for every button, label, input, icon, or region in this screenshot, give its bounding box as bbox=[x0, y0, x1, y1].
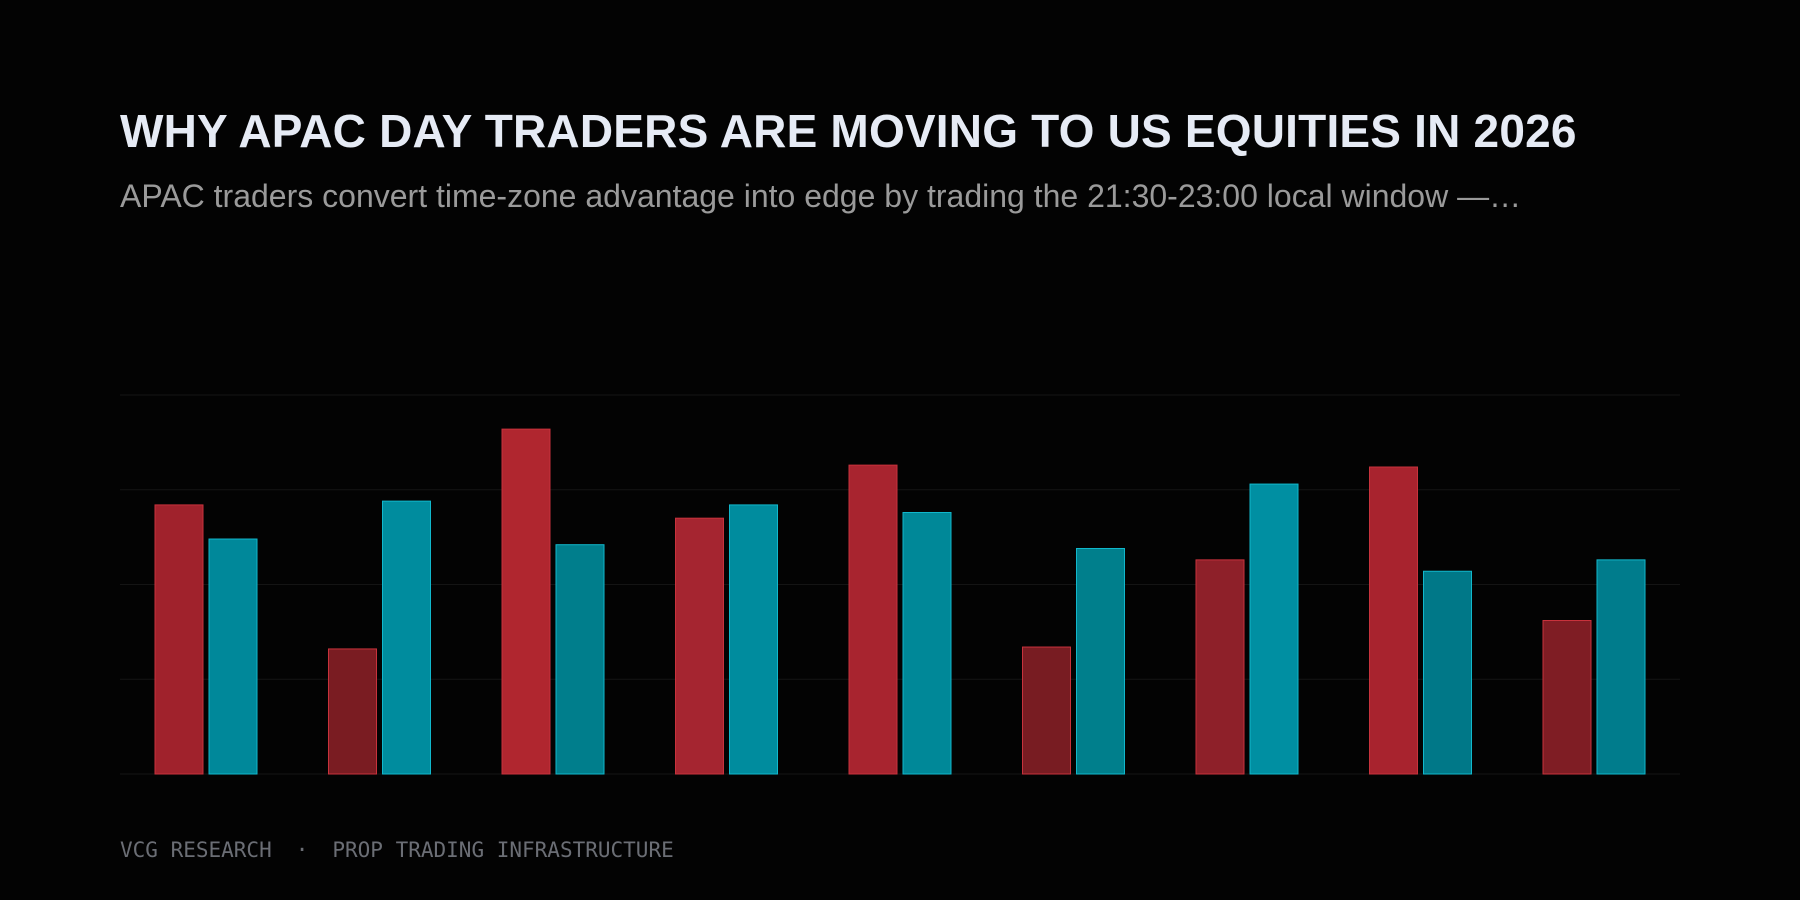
bar-series-1-group-6 bbox=[1022, 646, 1071, 775]
bar-series-1-group-8 bbox=[1369, 466, 1418, 775]
footer-brand: VCG RESEARCH bbox=[120, 838, 272, 862]
bar-series-1-group-4 bbox=[675, 517, 724, 775]
bar-series-1-group-3 bbox=[501, 428, 551, 775]
bar-series-2-group-6 bbox=[1076, 547, 1125, 775]
bar-series-2-group-8 bbox=[1423, 570, 1472, 775]
footer-tagline: PROP TRADING INFRASTRUCTURE bbox=[332, 838, 674, 862]
bar-series-2-group-1 bbox=[208, 538, 258, 775]
footer: VCG RESEARCH · PROP TRADING INFRASTRUCTURE bbox=[120, 838, 674, 862]
bar-series-2-group-5 bbox=[902, 511, 952, 775]
bar-series-1-group-5 bbox=[848, 464, 898, 775]
bar-series-1-group-9 bbox=[1542, 620, 1592, 775]
bar-series-2-group-4 bbox=[729, 504, 778, 775]
chart-title: WHY APAC DAY TRADERS ARE MOVING TO US EQ… bbox=[120, 105, 1577, 157]
bar-series-1-group-2 bbox=[328, 648, 377, 775]
chart-subtitle: APAC traders convert time-zone advantage… bbox=[120, 178, 1522, 214]
bar-series-2-group-9 bbox=[1596, 559, 1646, 775]
footer-separator: · bbox=[295, 838, 309, 862]
bar-series-1-group-7 bbox=[1195, 559, 1245, 775]
bar-series-2-group-3 bbox=[555, 544, 605, 775]
bar-series-2-group-7 bbox=[1249, 483, 1299, 775]
bar-series-1-group-1 bbox=[154, 504, 204, 775]
bar-series-2-group-2 bbox=[382, 500, 431, 775]
